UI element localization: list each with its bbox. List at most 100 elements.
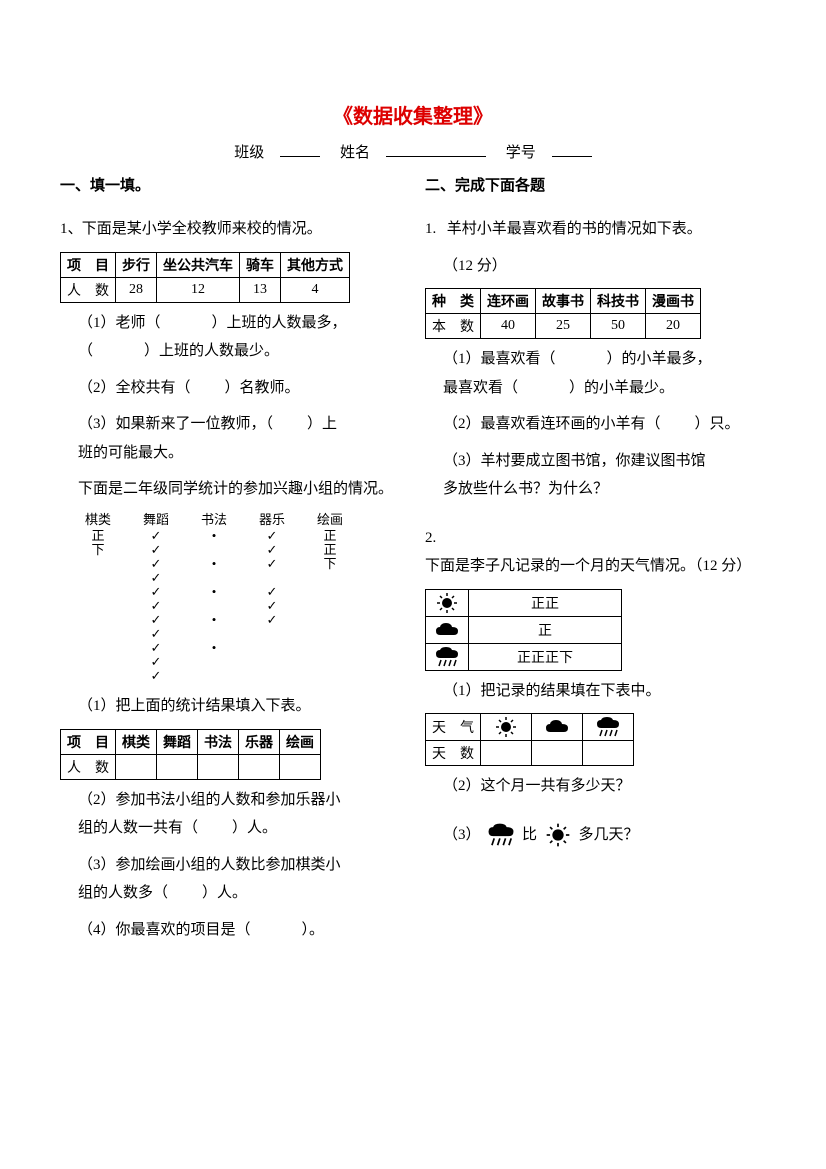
interest-result-table: 项 目 棋类 舞蹈 书法 乐器 绘画 人 数 <box>60 729 321 780</box>
tally-chart: 棋类 正下 舞蹈 ✓✓✓✓✓✓✓✓✓✓✓ 书法 ••••• 器乐 ✓✓✓✓✓✓ <box>78 512 401 683</box>
r-q2-intro: 下面是李子凡记录的一个月的天气情况。（12 分） <box>425 558 751 574</box>
text: ）名教师。 <box>225 380 300 396</box>
q2-intro: 下面是二年级同学统计的参加兴趣小组的情况。 <box>60 475 401 504</box>
text: ）上班的人数最多， <box>212 315 347 331</box>
r-q2-2: （2）这个月一共有多少天？ <box>425 772 766 801</box>
mark: ✓ <box>136 668 176 682</box>
cell: 25 <box>536 314 591 339</box>
mark: 下 <box>78 542 118 556</box>
tally-col-drawing: 绘画 正正下 <box>310 512 350 683</box>
row-label: 本 数 <box>426 314 481 339</box>
blank-cell[interactable] <box>239 754 280 779</box>
th: 种 类 <box>426 289 481 314</box>
blank[interactable] <box>198 820 232 836</box>
blank[interactable] <box>661 416 695 432</box>
text: 多几天？ <box>579 827 639 843</box>
text: （3） <box>443 827 481 843</box>
th: 故事书 <box>536 289 591 314</box>
mark: 正 <box>78 528 118 542</box>
class-blank[interactable] <box>280 156 320 157</box>
text: （ <box>78 343 93 359</box>
rain-icon <box>583 714 634 741</box>
th: 漫画书 <box>646 289 701 314</box>
tally-col-music: 器乐 ✓✓✓✓✓✓ <box>252 512 292 683</box>
rain-icon <box>426 643 469 670</box>
mark: ✓ <box>252 584 292 598</box>
id-label: 学号 <box>506 145 536 161</box>
cell: 20 <box>646 314 701 339</box>
blank[interactable] <box>93 343 144 359</box>
r-q2-1: （1）把记录的结果填在下表中。 <box>425 677 766 706</box>
cell: 13 <box>240 277 281 302</box>
blank-cell[interactable] <box>280 754 321 779</box>
blank-cell[interactable] <box>532 741 583 766</box>
r-q1-1: （1）最喜欢看（ ）的小羊最多， 最喜欢看（ ）的小羊最少。 <box>425 345 766 402</box>
mark: ✓ <box>252 612 292 626</box>
rain-tally: 正正正下 <box>469 643 622 670</box>
tally-col-dance: 舞蹈 ✓✓✓✓✓✓✓✓✓✓✓ <box>136 512 176 683</box>
row-label: 人 数 <box>61 277 116 302</box>
blank-cell[interactable] <box>116 754 157 779</box>
text: （4）你最喜欢的项目是（ <box>78 922 251 938</box>
rain-icon <box>484 822 518 848</box>
text: ）上 <box>307 416 337 432</box>
row-label: 天 数 <box>426 741 481 766</box>
cloud-tally: 正 <box>469 616 622 643</box>
text: 多放些什么书？为什么？ <box>443 481 608 497</box>
id-blank[interactable] <box>552 156 592 157</box>
th: 绘画 <box>280 729 321 754</box>
q1-3: （3）如果新来了一位教师，（ ）上 班的可能最大。 <box>60 410 401 467</box>
text: 组的人数多（ <box>78 885 168 901</box>
text: 比 <box>522 827 537 843</box>
class-label: 班级 <box>234 145 264 161</box>
th: 项 目 <box>61 252 116 277</box>
mark: ✓ <box>252 556 292 570</box>
right-column: 二、完成下面各题 1. 羊村小羊最喜欢看的书的情况如下表。 （12 分） 种 类… <box>425 174 766 952</box>
mark <box>194 570 234 584</box>
r-q1-2: （2）最喜欢看连环画的小羊有（ ）只。 <box>425 410 766 439</box>
th: 棋类 <box>116 729 157 754</box>
mark: 下 <box>310 556 350 570</box>
q2-2: （2）参加书法小组的人数和参加乐器小 组的人数一共有（ ）人。 <box>60 786 401 843</box>
blank[interactable] <box>168 885 202 901</box>
blank-cell[interactable] <box>157 754 198 779</box>
sun-icon <box>426 589 469 616</box>
r-q1-pts: （12 分） <box>425 252 766 281</box>
blank-cell[interactable] <box>481 741 532 766</box>
left-column: 一、填一填。 1、 下面是某小学全校教师来校的情况。 项 目 步行 坐公共汽车 … <box>60 174 401 952</box>
blank[interactable] <box>518 380 569 396</box>
th: 步行 <box>116 252 157 277</box>
mark: ✓ <box>136 542 176 556</box>
cell: 50 <box>591 314 646 339</box>
text: （2）参加书法小组的人数和参加乐器小 <box>78 792 341 808</box>
name-blank[interactable] <box>386 156 486 157</box>
sheep-books-table: 种 类 连环画 故事书 科技书 漫画书 本 数 40 25 50 20 <box>425 288 701 339</box>
mark: 正 <box>310 542 350 556</box>
th: 舞蹈 <box>157 729 198 754</box>
mark: • <box>194 528 234 542</box>
r-q1-intro: 羊村小羊最喜欢看的书的情况如下表。 <box>447 221 702 237</box>
text: 班的可能最大。 <box>78 445 183 461</box>
blank-cell[interactable] <box>583 741 634 766</box>
mark: ✓ <box>136 640 176 654</box>
q1-number: 1、 <box>60 215 78 244</box>
tally-col-chess: 棋类 正下 <box>78 512 118 683</box>
blank[interactable] <box>273 416 307 432</box>
blank[interactable] <box>556 351 607 367</box>
blank[interactable] <box>191 380 225 396</box>
mark: • <box>194 640 234 654</box>
r-q1-number: 1. <box>425 215 443 244</box>
mark: ✓ <box>136 584 176 598</box>
teacher-transport-table: 项 目 步行 坐公共汽车 骑车 其他方式 人 数 28 12 13 4 <box>60 252 350 303</box>
r-q2-3: （3） 比 多几天？ <box>425 821 766 850</box>
text: ）只。 <box>695 416 740 432</box>
mark: ✓ <box>252 542 292 556</box>
text: （3）羊村要成立图书馆，你建议图书馆 <box>443 453 706 469</box>
r-q2-number: 2. <box>425 524 443 553</box>
blank[interactable] <box>161 315 212 331</box>
q2-1: （1）把上面的统计结果填入下表。 <box>60 692 401 721</box>
row-label: 天 气 <box>426 714 481 741</box>
th: 科技书 <box>591 289 646 314</box>
blank-cell[interactable] <box>198 754 239 779</box>
blank[interactable] <box>251 922 302 938</box>
